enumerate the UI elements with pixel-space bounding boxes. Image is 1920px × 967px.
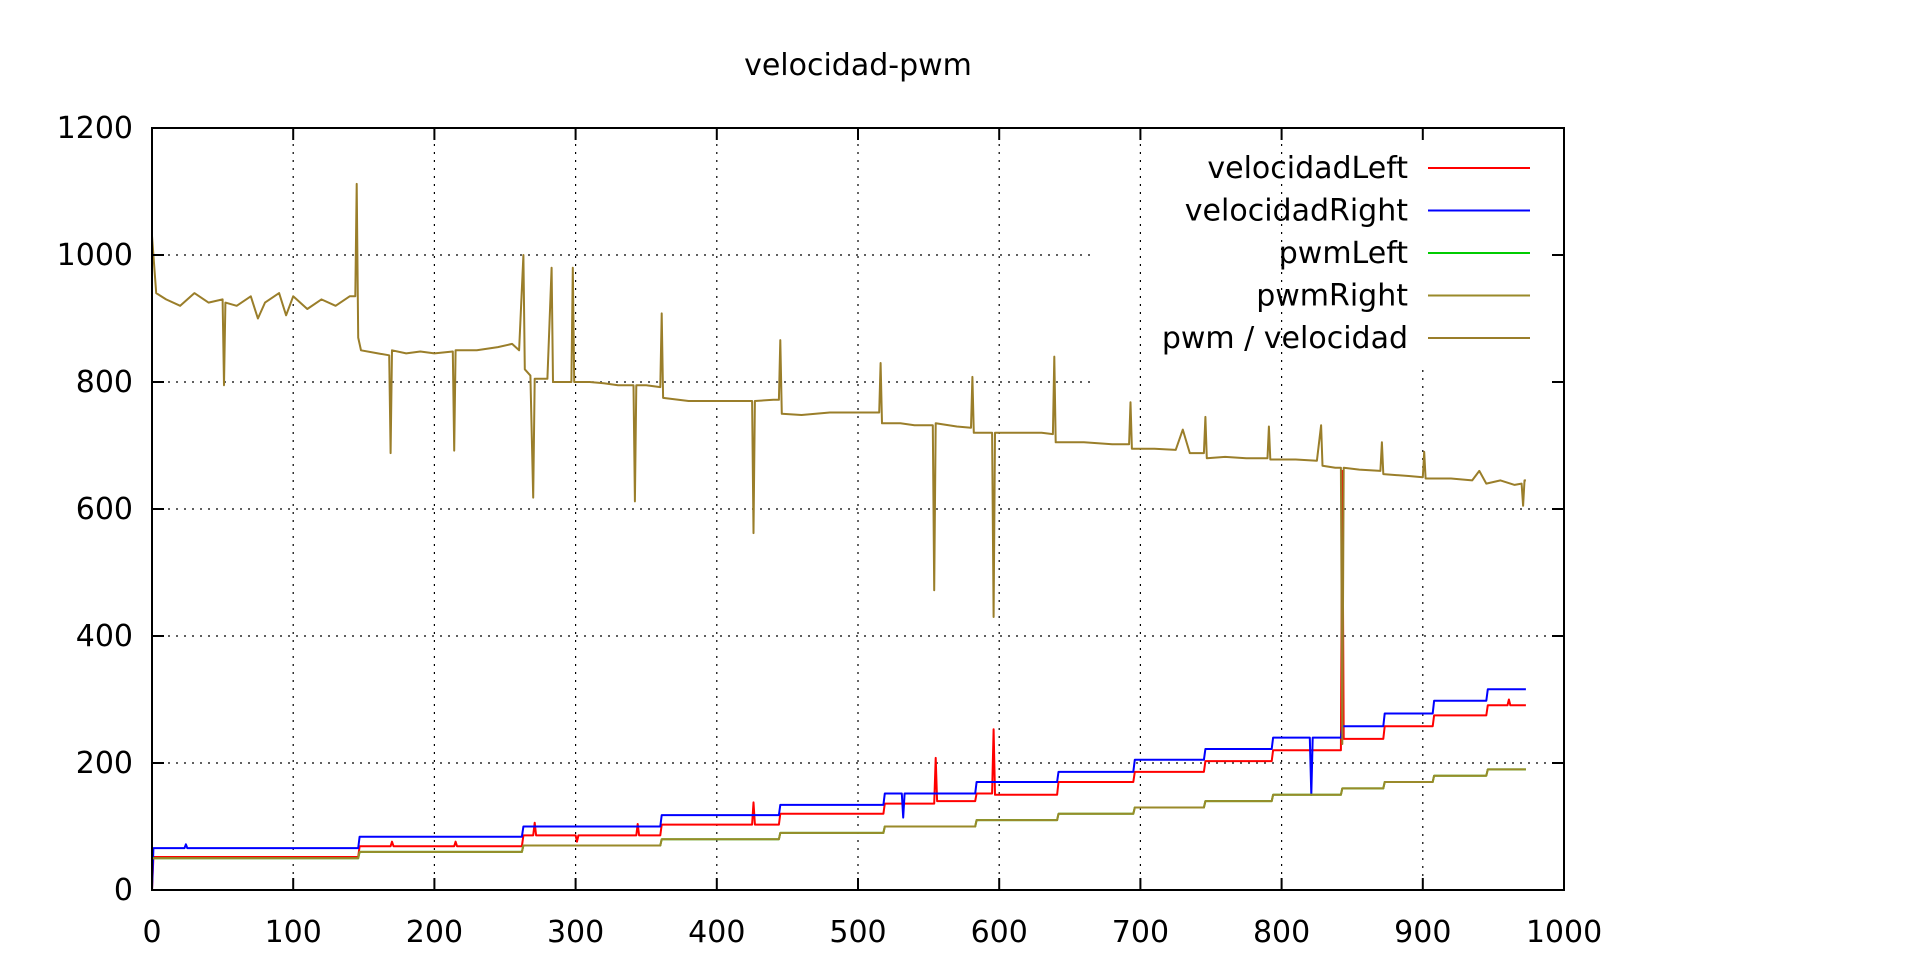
y-tick-label: 1200 — [57, 111, 133, 146]
x-tick-label: 400 — [688, 915, 745, 950]
x-tick-label: 500 — [829, 915, 886, 950]
legend-label: velocidadLeft — [1207, 151, 1408, 186]
series-line-pwm-velocidad — [151, 182, 1526, 745]
legend-label: pwmLeft — [1279, 236, 1408, 271]
x-tick-label: 700 — [1112, 915, 1169, 950]
x-tick-label: 200 — [406, 915, 463, 950]
x-tick-label: 0 — [142, 915, 161, 950]
y-tick-label: 400 — [76, 619, 133, 654]
x-tick-label: 100 — [265, 915, 322, 950]
x-tick-label: 1000 — [1526, 915, 1602, 950]
series-line-velocidadright — [151, 688, 1526, 891]
legend-label: pwmRight — [1256, 279, 1408, 314]
series-line-velocidadleft — [151, 469, 1526, 891]
y-tick-label: 200 — [76, 746, 133, 781]
x-tick-label: 900 — [1394, 915, 1451, 950]
y-tick-label: 1000 — [57, 238, 133, 273]
x-tick-label: 600 — [971, 915, 1028, 950]
gridlines — [152, 128, 1564, 890]
axes: 0 100 200 300 400 500 600 700 800 900 1000 0 200 400 6… — [57, 111, 1603, 950]
series-layer — [151, 182, 1526, 891]
x-tick-label: 300 — [547, 915, 604, 950]
x-tick-label: 800 — [1253, 915, 1310, 950]
chart-title: velocidad-pwm — [744, 48, 972, 83]
y-tick-label: 800 — [76, 365, 133, 400]
y-tick-label: 600 — [76, 492, 133, 527]
legend: velocidadLeft velocidadRight pwmLeft pwmRig… — [1162, 151, 1530, 356]
legend-label: pwm / velocidad — [1162, 321, 1408, 356]
legend-label: velocidadRight — [1185, 194, 1408, 229]
y-tick-label: 0 — [114, 873, 133, 908]
series-line-pwmright — [152, 768, 1526, 860]
